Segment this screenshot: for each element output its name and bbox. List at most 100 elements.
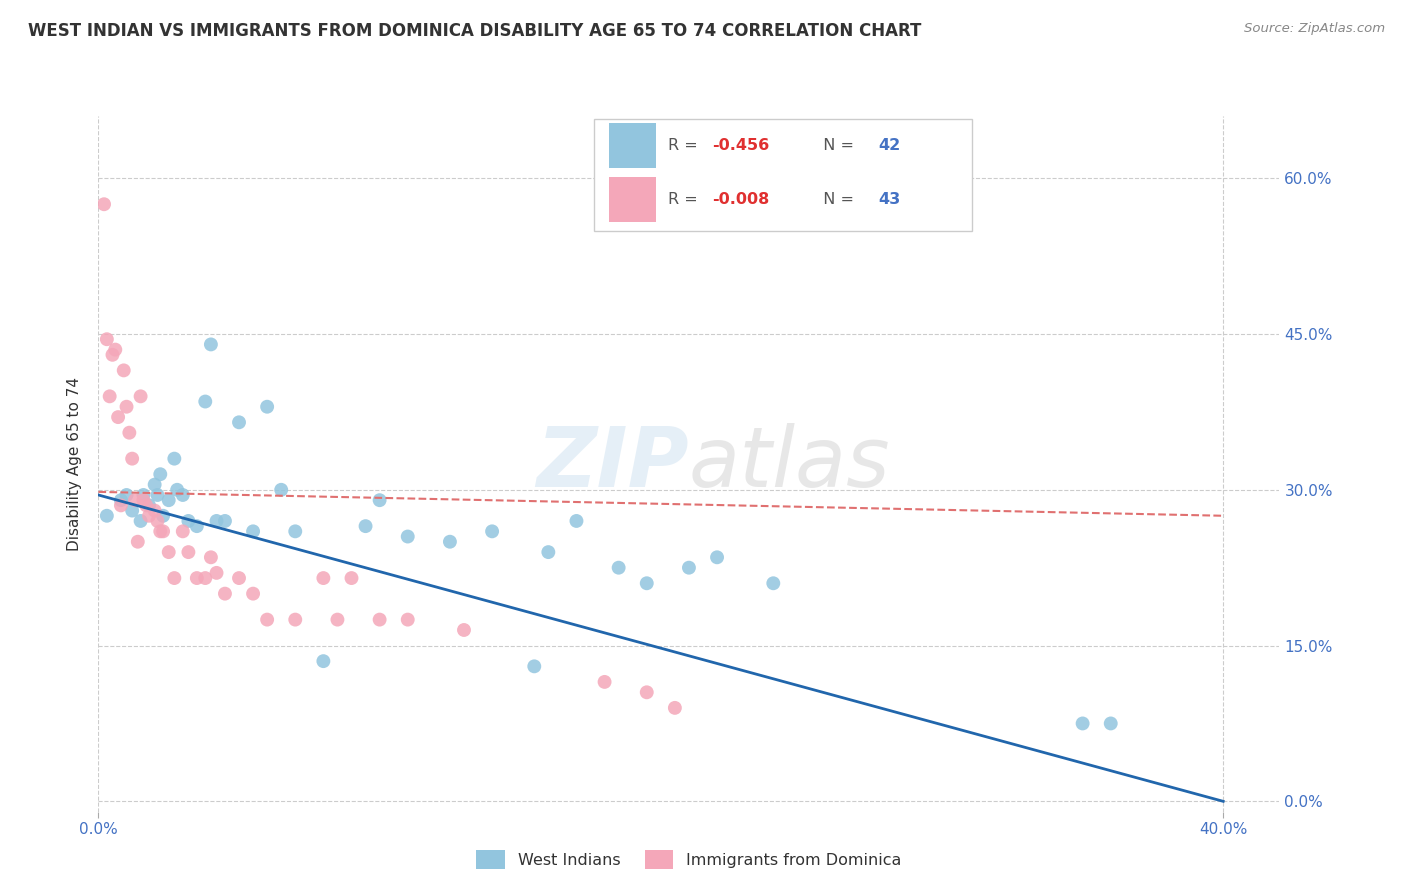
- Point: [157, 545, 180, 559]
- Point: [194, 394, 217, 409]
- Point: [537, 545, 560, 559]
- Text: N =: N =: [813, 192, 859, 207]
- Point: [228, 415, 250, 429]
- Point: [93, 197, 115, 211]
- Point: [115, 400, 138, 414]
- Text: Source: ZipAtlas.com: Source: ZipAtlas.com: [1244, 22, 1385, 36]
- Point: [636, 576, 658, 591]
- Point: [453, 623, 475, 637]
- Point: [143, 503, 166, 517]
- Point: [678, 560, 700, 574]
- Point: [340, 571, 363, 585]
- Point: [143, 477, 166, 491]
- Point: [636, 685, 658, 699]
- Point: [284, 613, 307, 627]
- Point: [523, 659, 546, 673]
- Point: [242, 587, 264, 601]
- Point: [368, 613, 391, 627]
- Point: [439, 534, 461, 549]
- Point: [96, 332, 118, 346]
- Point: [152, 508, 174, 523]
- Text: R =: R =: [668, 192, 703, 207]
- Point: [205, 566, 228, 580]
- Point: [146, 514, 169, 528]
- Point: [284, 524, 307, 539]
- Text: R =: R =: [668, 138, 703, 153]
- Point: [312, 654, 335, 668]
- Text: ZIP: ZIP: [536, 424, 689, 504]
- Point: [228, 571, 250, 585]
- Point: [110, 499, 132, 513]
- Point: [396, 613, 419, 627]
- Point: [565, 514, 588, 528]
- Y-axis label: Disability Age 65 to 74: Disability Age 65 to 74: [67, 376, 83, 551]
- Point: [121, 503, 143, 517]
- Point: [242, 524, 264, 539]
- Text: 43: 43: [877, 192, 900, 207]
- Point: [177, 514, 200, 528]
- Point: [157, 493, 180, 508]
- Point: [481, 524, 503, 539]
- Point: [354, 519, 377, 533]
- Point: [127, 534, 149, 549]
- Point: [132, 493, 155, 508]
- Point: [149, 467, 172, 482]
- Point: [200, 550, 222, 565]
- Point: [270, 483, 292, 497]
- Point: [163, 571, 186, 585]
- Point: [186, 571, 208, 585]
- Point: [706, 550, 728, 565]
- Point: [172, 524, 194, 539]
- Point: [312, 571, 335, 585]
- Point: [124, 493, 146, 508]
- Bar: [609, 123, 655, 169]
- Point: [146, 488, 169, 502]
- Point: [104, 343, 127, 357]
- Point: [368, 493, 391, 508]
- Point: [166, 483, 188, 497]
- Point: [163, 451, 186, 466]
- FancyBboxPatch shape: [595, 120, 973, 231]
- Point: [200, 337, 222, 351]
- Point: [1071, 716, 1094, 731]
- Point: [205, 514, 228, 528]
- Point: [98, 389, 121, 403]
- Point: [101, 348, 124, 362]
- Point: [177, 545, 200, 559]
- Text: 42: 42: [877, 138, 900, 153]
- Point: [186, 519, 208, 533]
- Bar: [609, 177, 655, 222]
- Point: [96, 508, 118, 523]
- Point: [256, 613, 278, 627]
- Point: [256, 400, 278, 414]
- Point: [214, 514, 236, 528]
- Text: N =: N =: [813, 138, 859, 153]
- Point: [121, 451, 143, 466]
- Point: [110, 493, 132, 508]
- Text: WEST INDIAN VS IMMIGRANTS FROM DOMINICA DISABILITY AGE 65 TO 74 CORRELATION CHAR: WEST INDIAN VS IMMIGRANTS FROM DOMINICA …: [28, 22, 921, 40]
- Point: [194, 571, 217, 585]
- Point: [138, 499, 160, 513]
- Point: [607, 560, 630, 574]
- Point: [664, 701, 686, 715]
- Text: atlas: atlas: [689, 424, 890, 504]
- Point: [115, 488, 138, 502]
- Point: [118, 425, 141, 440]
- Point: [396, 529, 419, 543]
- Point: [593, 674, 616, 689]
- Point: [152, 524, 174, 539]
- Text: -0.008: -0.008: [713, 192, 770, 207]
- Point: [762, 576, 785, 591]
- Point: [326, 613, 349, 627]
- Point: [172, 488, 194, 502]
- Point: [132, 488, 155, 502]
- Point: [112, 363, 135, 377]
- Point: [135, 499, 157, 513]
- Legend: West Indians, Immigrants from Dominica: West Indians, Immigrants from Dominica: [470, 844, 908, 875]
- Point: [107, 410, 129, 425]
- Point: [214, 587, 236, 601]
- Point: [129, 389, 152, 403]
- Text: -0.456: -0.456: [713, 138, 770, 153]
- Point: [1099, 716, 1122, 731]
- Point: [138, 508, 160, 523]
